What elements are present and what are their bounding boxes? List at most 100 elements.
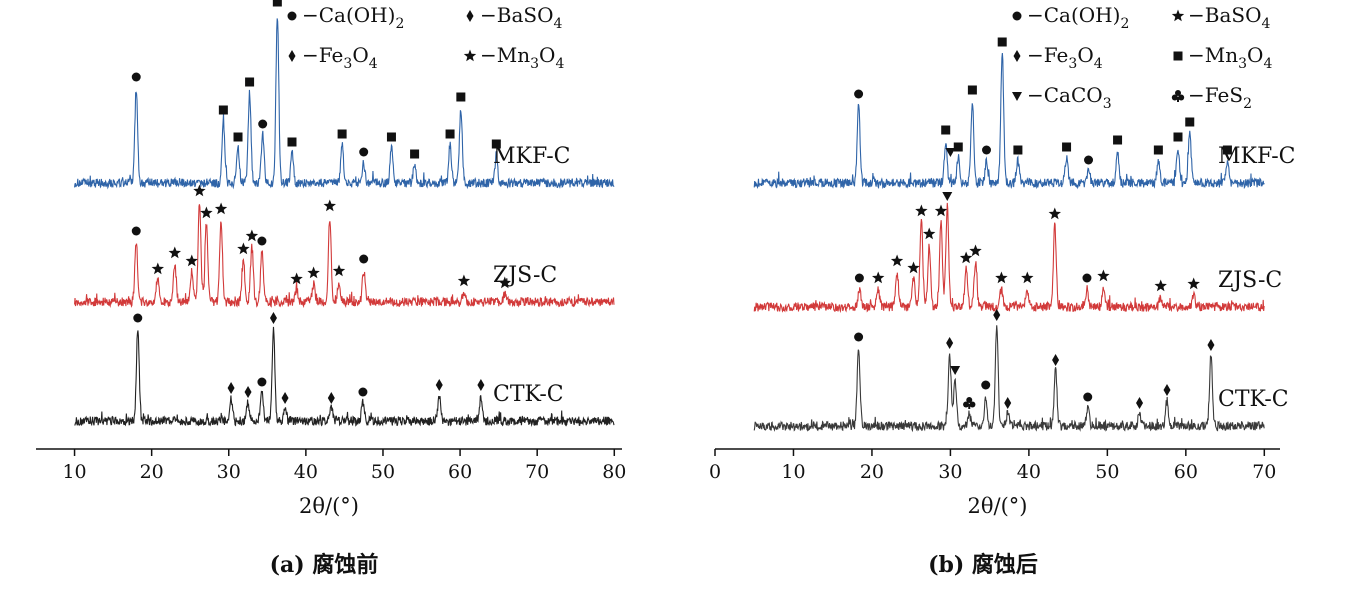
peak-marker-square [456,92,466,102]
peak-marker-square [337,129,347,139]
peak-marker-star [193,184,206,197]
peak-marker-star [923,227,936,240]
series-line-zjs-c [74,204,615,309]
legend-marker-diamond [466,10,474,22]
peak-marker-diamond [1052,354,1060,366]
peak-marker-circle [258,119,268,129]
peak-marker-circle [257,377,267,387]
peak-marker-star [890,254,904,267]
x-tick-label: 30 [217,461,241,483]
legend-entry: −Mn3O4 [1188,43,1272,72]
peak-marker-square [386,132,396,142]
peak-marker-square [1153,145,1163,155]
peak-marker-star [323,199,336,212]
peak-marker-star [915,204,928,217]
x-axis-label: 2θ/(°) [968,494,1028,518]
legend-marker-diamond [288,50,296,62]
series-line-mkf-c [753,52,1265,190]
legend-marker-circle [1012,11,1022,21]
series-label: CTK-C [1218,387,1289,412]
series-line-zjs-c [753,202,1265,314]
peak-marker-star [214,202,228,215]
legend-marker-club [1171,90,1185,102]
peak-marker-circle [131,72,141,82]
x-tick-label: 80 [602,461,626,483]
peak-marker-diamond [477,379,485,391]
peak-marker-circle [1084,155,1094,165]
peak-marker-star [1048,207,1061,220]
peak-marker-circle [981,380,991,390]
peak-marker-square [1185,117,1195,127]
peak-marker-circle [131,226,141,236]
peak-marker-star [237,242,250,255]
legend-entry: −Ca(OH)2 [1027,3,1129,32]
peak-marker-diamond [227,382,235,394]
peak-marker-circle [359,254,369,264]
peak-marker-square [445,129,455,139]
x-tick-label: 70 [1252,461,1276,483]
series-line-mkf-c [74,18,615,190]
peak-marker-circle [854,273,864,283]
peak-marker-circle [854,332,864,342]
peak-marker-star [872,271,885,284]
peak-marker-circle [257,236,267,246]
peak-marker-square [233,132,243,142]
panel-caption: (a) 腐蚀前 [270,552,379,578]
peak-marker-square [1113,135,1123,145]
peak-marker-star [1097,269,1110,282]
peak-marker-star [1021,271,1034,284]
peak-marker-star [1154,279,1167,292]
x-tick-label: 60 [448,461,472,483]
peak-marker-diamond [435,379,443,391]
peak-marker-star [934,204,948,217]
x-tick-label: 50 [371,461,395,483]
peak-marker-square [245,77,255,87]
peak-marker-square [287,137,297,147]
peak-marker-square [1013,145,1023,155]
legend-entry: −CaCO3 [1027,83,1112,112]
peak-marker-square [218,105,228,115]
peak-marker-square [1062,142,1072,152]
legend-entry: −BaSO4 [480,3,562,32]
x-axis-label: 2θ/(°) [299,494,359,518]
legend-marker-square [1173,51,1183,61]
series-label: MKF-C [493,144,571,169]
legend-marker-circle [287,11,297,21]
peak-marker-diamond [1207,339,1215,351]
peak-marker-diamond [244,386,252,398]
peak-marker-square [272,0,282,7]
peak-marker-circle [133,313,143,323]
peak-marker-circle [982,145,992,155]
legend-marker-star [463,49,477,62]
peak-marker-diamond [281,392,289,404]
peak-marker-square [941,125,951,135]
peak-marker-star [151,262,164,275]
legend-entry: −BaSO4 [1188,3,1270,32]
peak-marker-circle [1083,392,1093,402]
peak-marker-star [995,271,1008,284]
peak-marker-star [457,274,471,287]
series-line-ctk-c [74,326,615,427]
legend-entry: −Mn3O4 [480,43,564,72]
peak-marker-star [959,251,973,264]
peak-marker-square [1173,132,1183,142]
peak-marker-circle [1082,273,1092,283]
peak-marker-square [1222,145,1232,155]
peak-marker-star [307,266,320,279]
peak-marker-star [907,261,920,274]
peak-marker-star [498,276,511,289]
peak-marker-diamond [993,309,1001,321]
series-label: CTK-C [493,382,564,407]
legend-marker-triangle [1012,92,1022,101]
x-tick-label: 40 [1017,461,1041,483]
peak-marker-diamond [1004,397,1012,409]
peak-marker-triangle [942,192,953,201]
legend-entry: −Fe3O4 [1027,43,1103,72]
series-line-ctk-c [753,325,1265,433]
legend-entry: −Fe3O4 [302,43,378,72]
series-label: ZJS-C [1218,268,1282,293]
peak-marker-square [410,149,420,159]
peak-marker-diamond [1163,384,1171,396]
peak-marker-star [200,206,213,219]
